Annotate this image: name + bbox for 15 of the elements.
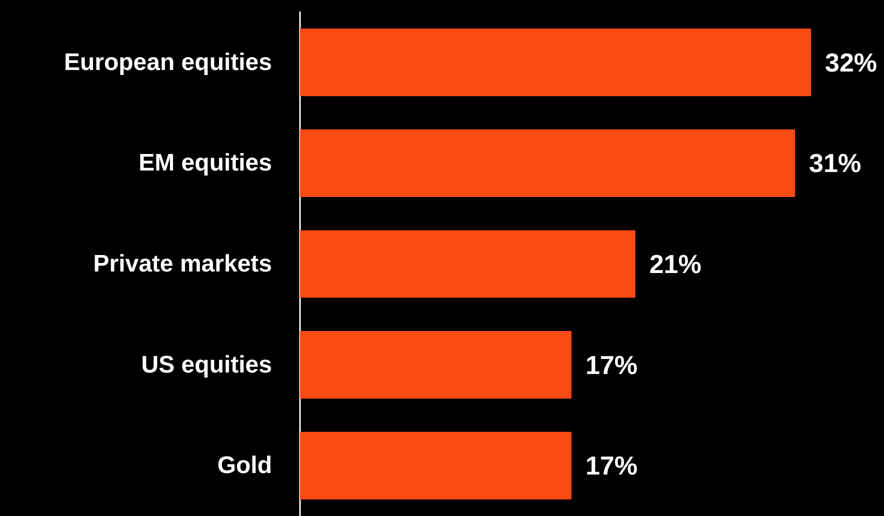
y-tick-label: Gold <box>217 452 272 480</box>
y-tick-label: Private markets <box>93 250 272 278</box>
bar <box>300 331 572 399</box>
bar <box>300 129 796 197</box>
data-label: 21% <box>649 249 702 279</box>
y-tick-label: European equities <box>64 48 272 76</box>
data-label: 17% <box>585 350 638 380</box>
bar <box>300 28 811 96</box>
bar <box>300 432 572 500</box>
data-label: 17% <box>585 450 638 481</box>
data-label: 32% <box>825 47 878 78</box>
y-tick-label: US equities <box>141 351 272 378</box>
y-tick-label: EM equities <box>138 150 272 177</box>
data-label: 31% <box>809 148 862 178</box>
bar <box>300 230 636 298</box>
